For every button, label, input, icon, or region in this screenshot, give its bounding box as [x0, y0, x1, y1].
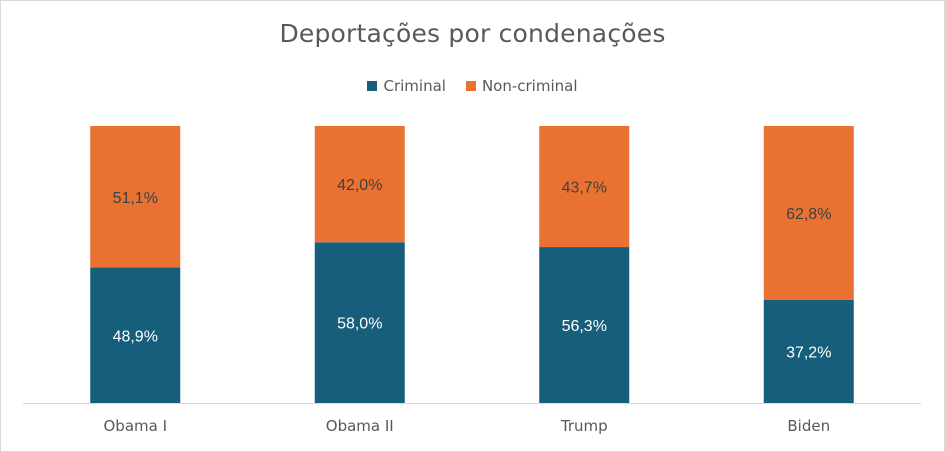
bar-criminal-1: [90, 267, 181, 403]
x-tick-label-2: Obama II: [326, 417, 394, 435]
legend-item-criminal: Criminal: [367, 77, 446, 95]
bar-criminal-4: [763, 299, 854, 403]
x-tick-label-1: Obama I: [103, 417, 167, 435]
legend-swatch-criminal: [367, 81, 378, 91]
legend-item-non-criminal: Non-criminal: [465, 77, 578, 95]
chart-title: Deportações por condenações: [279, 19, 666, 48]
data-label-criminal-2: 58,0%: [337, 316, 382, 333]
legend-label-criminal: Criminal: [383, 77, 446, 95]
x-tick-label-3: Trump: [560, 417, 608, 435]
data-label-criminal-1: 48,9%: [113, 328, 158, 345]
data-label-non-criminal-3: 43,7%: [562, 180, 607, 197]
data-label-non-criminal-2: 42,0%: [337, 177, 382, 194]
bar-non-criminal-3: [539, 126, 630, 248]
bar-criminal-3: [539, 247, 630, 403]
data-label-non-criminal-1: 51,1%: [113, 190, 158, 207]
bar-non-criminal-2: [314, 126, 405, 243]
bar-non-criminal-4: [763, 126, 854, 300]
data-label-criminal-4: 37,2%: [786, 344, 831, 361]
x-tick-label-4: Biden: [787, 417, 830, 435]
chart-legend: Criminal Non-criminal: [1, 77, 944, 95]
bar-non-criminal-1: [90, 126, 181, 268]
legend-label-non-criminal: Non-criminal: [481, 77, 578, 95]
bar-criminal-2: [314, 242, 405, 403]
data-label-non-criminal-4: 62,8%: [786, 206, 831, 223]
legend-swatch-non-criminal: [465, 81, 476, 91]
data-label-criminal-3: 56,3%: [562, 318, 607, 335]
